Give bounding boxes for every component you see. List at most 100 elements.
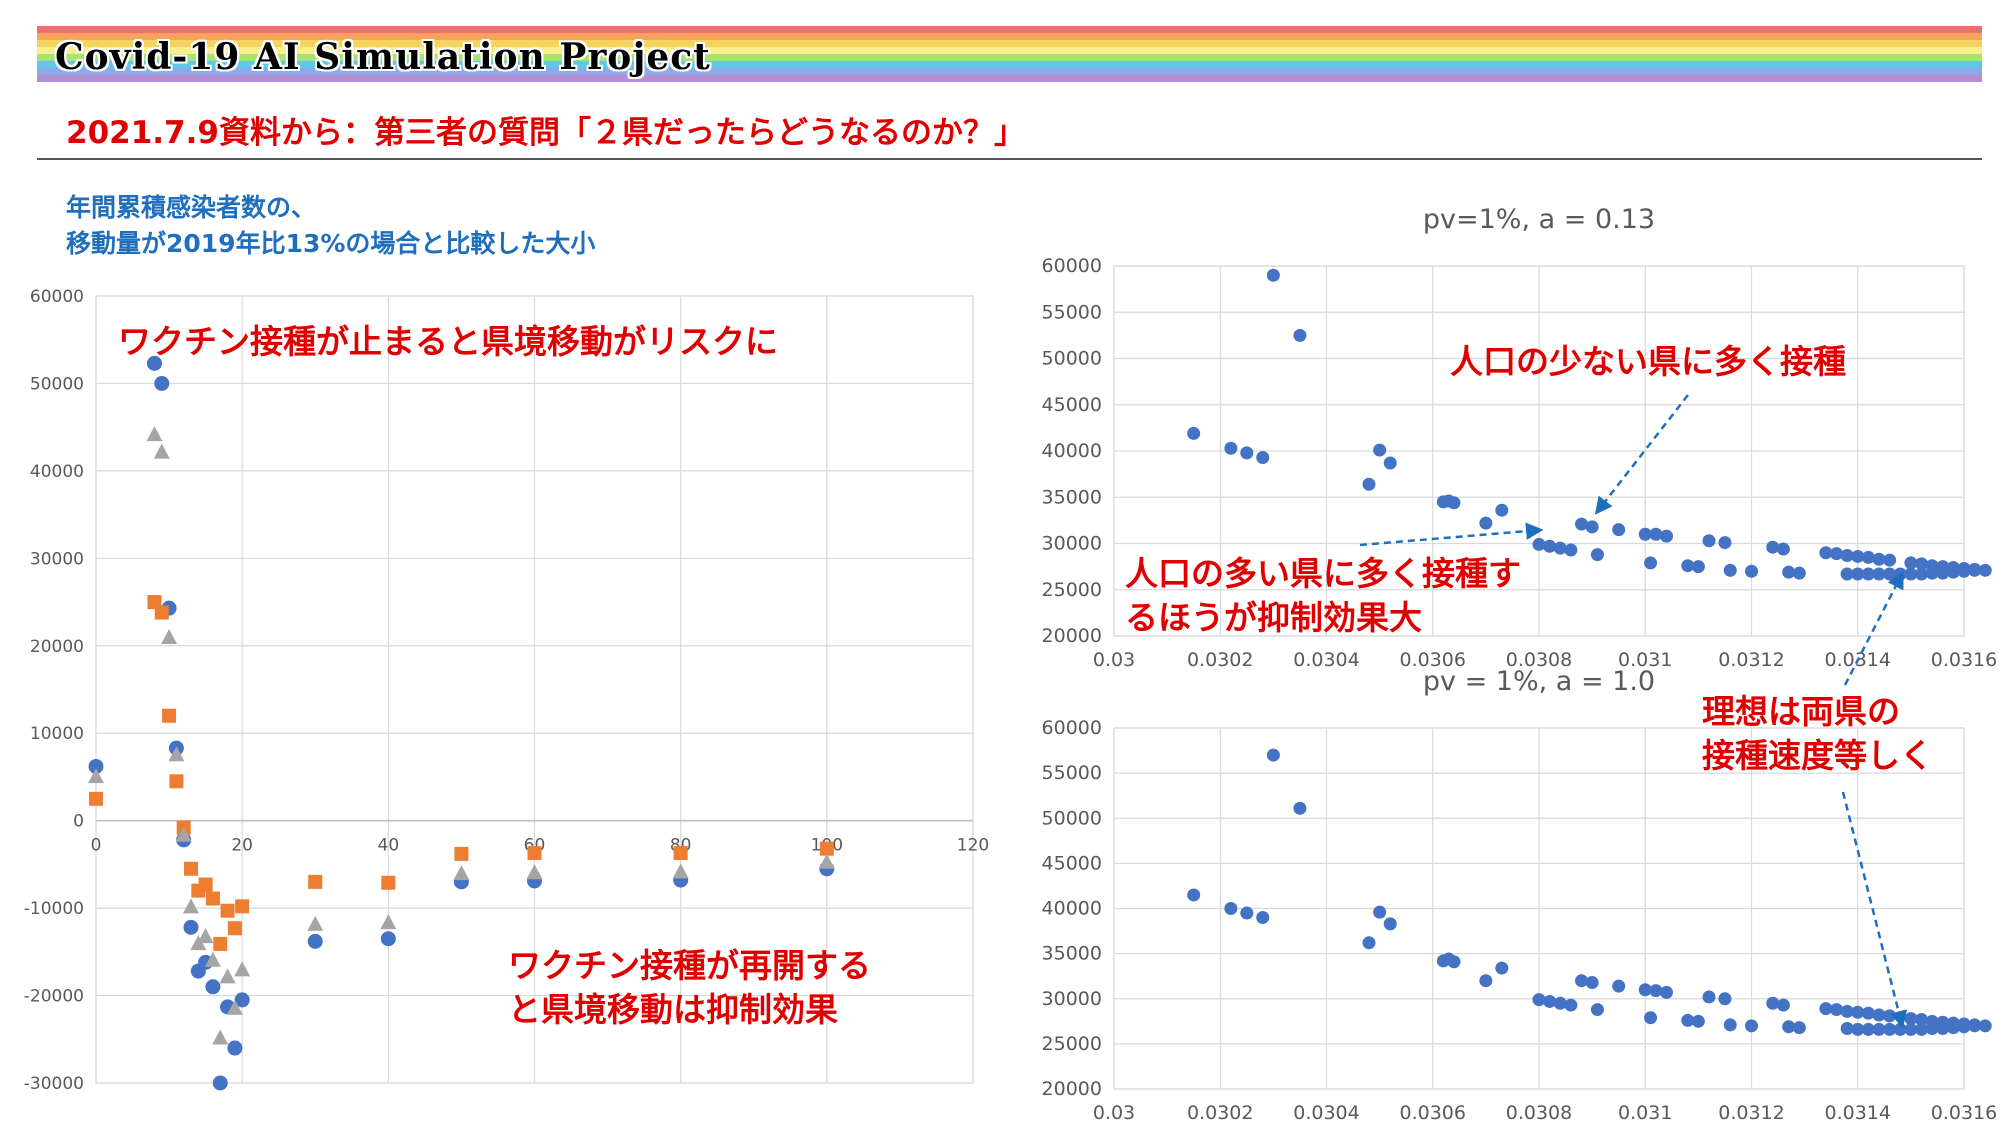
y-tick-label: 25000: [1042, 579, 1102, 601]
data-point-circle: [1792, 1021, 1806, 1035]
data-point-circle: [1256, 450, 1270, 464]
data-point-circle: [1240, 906, 1254, 920]
annotation-resume-line1: ワクチン接種が再開する: [508, 946, 871, 985]
data-point-square: [819, 841, 834, 856]
data-point-circle: [1904, 556, 1918, 570]
data-point-triangle: [226, 999, 243, 1015]
data-point-circle: [1915, 1022, 1928, 1036]
y-tick-label: 0: [73, 812, 84, 832]
data-point-circle: [1585, 520, 1599, 534]
data-point-circle: [1447, 496, 1461, 510]
x-tick-label: 0: [91, 836, 102, 856]
data-point-circle: [1946, 565, 1960, 579]
data-point-circle: [1187, 426, 1201, 440]
y-tick-label: 60000: [30, 287, 84, 307]
annotation-large-prefecture-line2: るほうが抑制効果大: [1125, 598, 1422, 637]
data-point-square: [220, 903, 235, 918]
data-point-circle: [1612, 523, 1626, 537]
slide-subtitle: 2021.7.9資料から：第三者の質問「２県だったらどうなるのか？」: [66, 115, 1025, 151]
data-point-circle: [1362, 477, 1376, 491]
annotation-resume-line2: と県境移動は抑制効果: [508, 990, 838, 1029]
x-tick-label: 0.0308: [1506, 1102, 1572, 1124]
data-point-triangle: [175, 826, 192, 842]
data-point-circle: [1968, 563, 1982, 577]
data-point-circle: [1543, 539, 1557, 553]
data-point-square: [162, 708, 177, 723]
data-point-circle: [1266, 748, 1280, 762]
annotation-ideal-line2: 接種速度等しく: [1702, 736, 1933, 775]
data-point-circle: [1532, 537, 1546, 551]
x-tick-label: 0.0306: [1400, 1102, 1466, 1124]
y-tick-label: -30000: [24, 1074, 84, 1094]
data-point-circle: [1383, 456, 1397, 470]
data-point-circle: [1915, 1013, 1928, 1027]
data-point-circle: [1447, 955, 1461, 969]
data-point-circle: [1830, 1003, 1843, 1017]
data-point-circle: [1776, 542, 1790, 556]
data-point-square: [227, 921, 242, 936]
y-tick-label: 40000: [1042, 440, 1102, 462]
data-point-circle: [1644, 556, 1658, 570]
x-tick-label: 0.0304: [1293, 1102, 1359, 1124]
x-tick-label: 0.03: [1093, 649, 1135, 671]
data-point-circle: [1495, 503, 1509, 517]
divider: [37, 158, 1982, 160]
chart-title: pv=1%, a = 0.13: [1423, 204, 1655, 235]
data-point-circle: [1840, 567, 1854, 581]
data-point-circle: [1968, 1019, 1982, 1033]
data-point-circle: [1590, 548, 1604, 562]
data-point-circle: [1638, 527, 1652, 541]
data-point-circle: [1293, 328, 1307, 342]
data-point-circle: [1638, 983, 1652, 997]
y-tick-label: 60000: [1042, 255, 1102, 277]
data-point-circle: [1723, 563, 1737, 577]
annotation-resume: ワクチン接種が再開する と県境移動は抑制効果: [508, 944, 871, 1032]
data-point-triangle: [204, 951, 221, 967]
data-point-circle: [1745, 1019, 1758, 1033]
data-point-circle: [1702, 990, 1716, 1004]
y-tick-label: -10000: [24, 899, 84, 919]
data-point-circle: [1957, 564, 1971, 578]
data-point-circle: [307, 933, 323, 949]
data-point-circle: [1978, 563, 1992, 577]
data-point-triangle: [672, 863, 689, 879]
data-point-circle: [1479, 516, 1493, 530]
data-point-circle: [1644, 1011, 1658, 1025]
data-point-circle: [1553, 541, 1567, 555]
data-point-triangle: [307, 915, 324, 931]
x-tick-label: 0.03: [1093, 1102, 1135, 1124]
data-point-square: [308, 874, 323, 889]
data-point-triangle: [219, 968, 236, 984]
x-tick-label: 0.0308: [1506, 649, 1572, 671]
data-point-circle: [1904, 1012, 1918, 1026]
y-tick-label: 20000: [1042, 1078, 1102, 1100]
banner-stripe: [37, 40, 1982, 47]
data-point-circle: [1362, 936, 1376, 950]
y-tick-label: 45000: [1042, 394, 1102, 416]
banner-stripe: [37, 47, 1982, 54]
data-point-circle: [1681, 559, 1695, 573]
data-point-circle: [1585, 976, 1599, 990]
banner-stripe: [37, 61, 1982, 68]
data-point-triangle: [380, 914, 397, 930]
annotation-ideal-line1: 理想は両県の: [1702, 692, 1900, 731]
data-point-circle: [1766, 996, 1780, 1010]
data-point-triangle: [197, 928, 214, 944]
data-point-square: [89, 791, 103, 806]
data-point-circle: [1660, 985, 1673, 999]
data-point-circle: [1872, 552, 1886, 566]
data-point-circle: [1925, 566, 1939, 580]
annotation-stop-risk: ワクチン接種が止まると県境移動がリスクに: [118, 322, 778, 361]
data-point-circle: [1187, 888, 1201, 902]
banner-stripe: [37, 75, 1982, 82]
data-point-circle: [1702, 534, 1716, 548]
data-point-circle: [1564, 543, 1578, 557]
data-point-circle: [1915, 557, 1928, 571]
data-point-circle: [88, 758, 104, 774]
y-tick-label: -20000: [24, 987, 84, 1007]
data-point-circle: [1861, 1022, 1875, 1036]
data-point-circle: [1782, 565, 1796, 579]
data-point-circle: [1373, 443, 1387, 457]
data-point-circle: [1782, 1020, 1796, 1034]
